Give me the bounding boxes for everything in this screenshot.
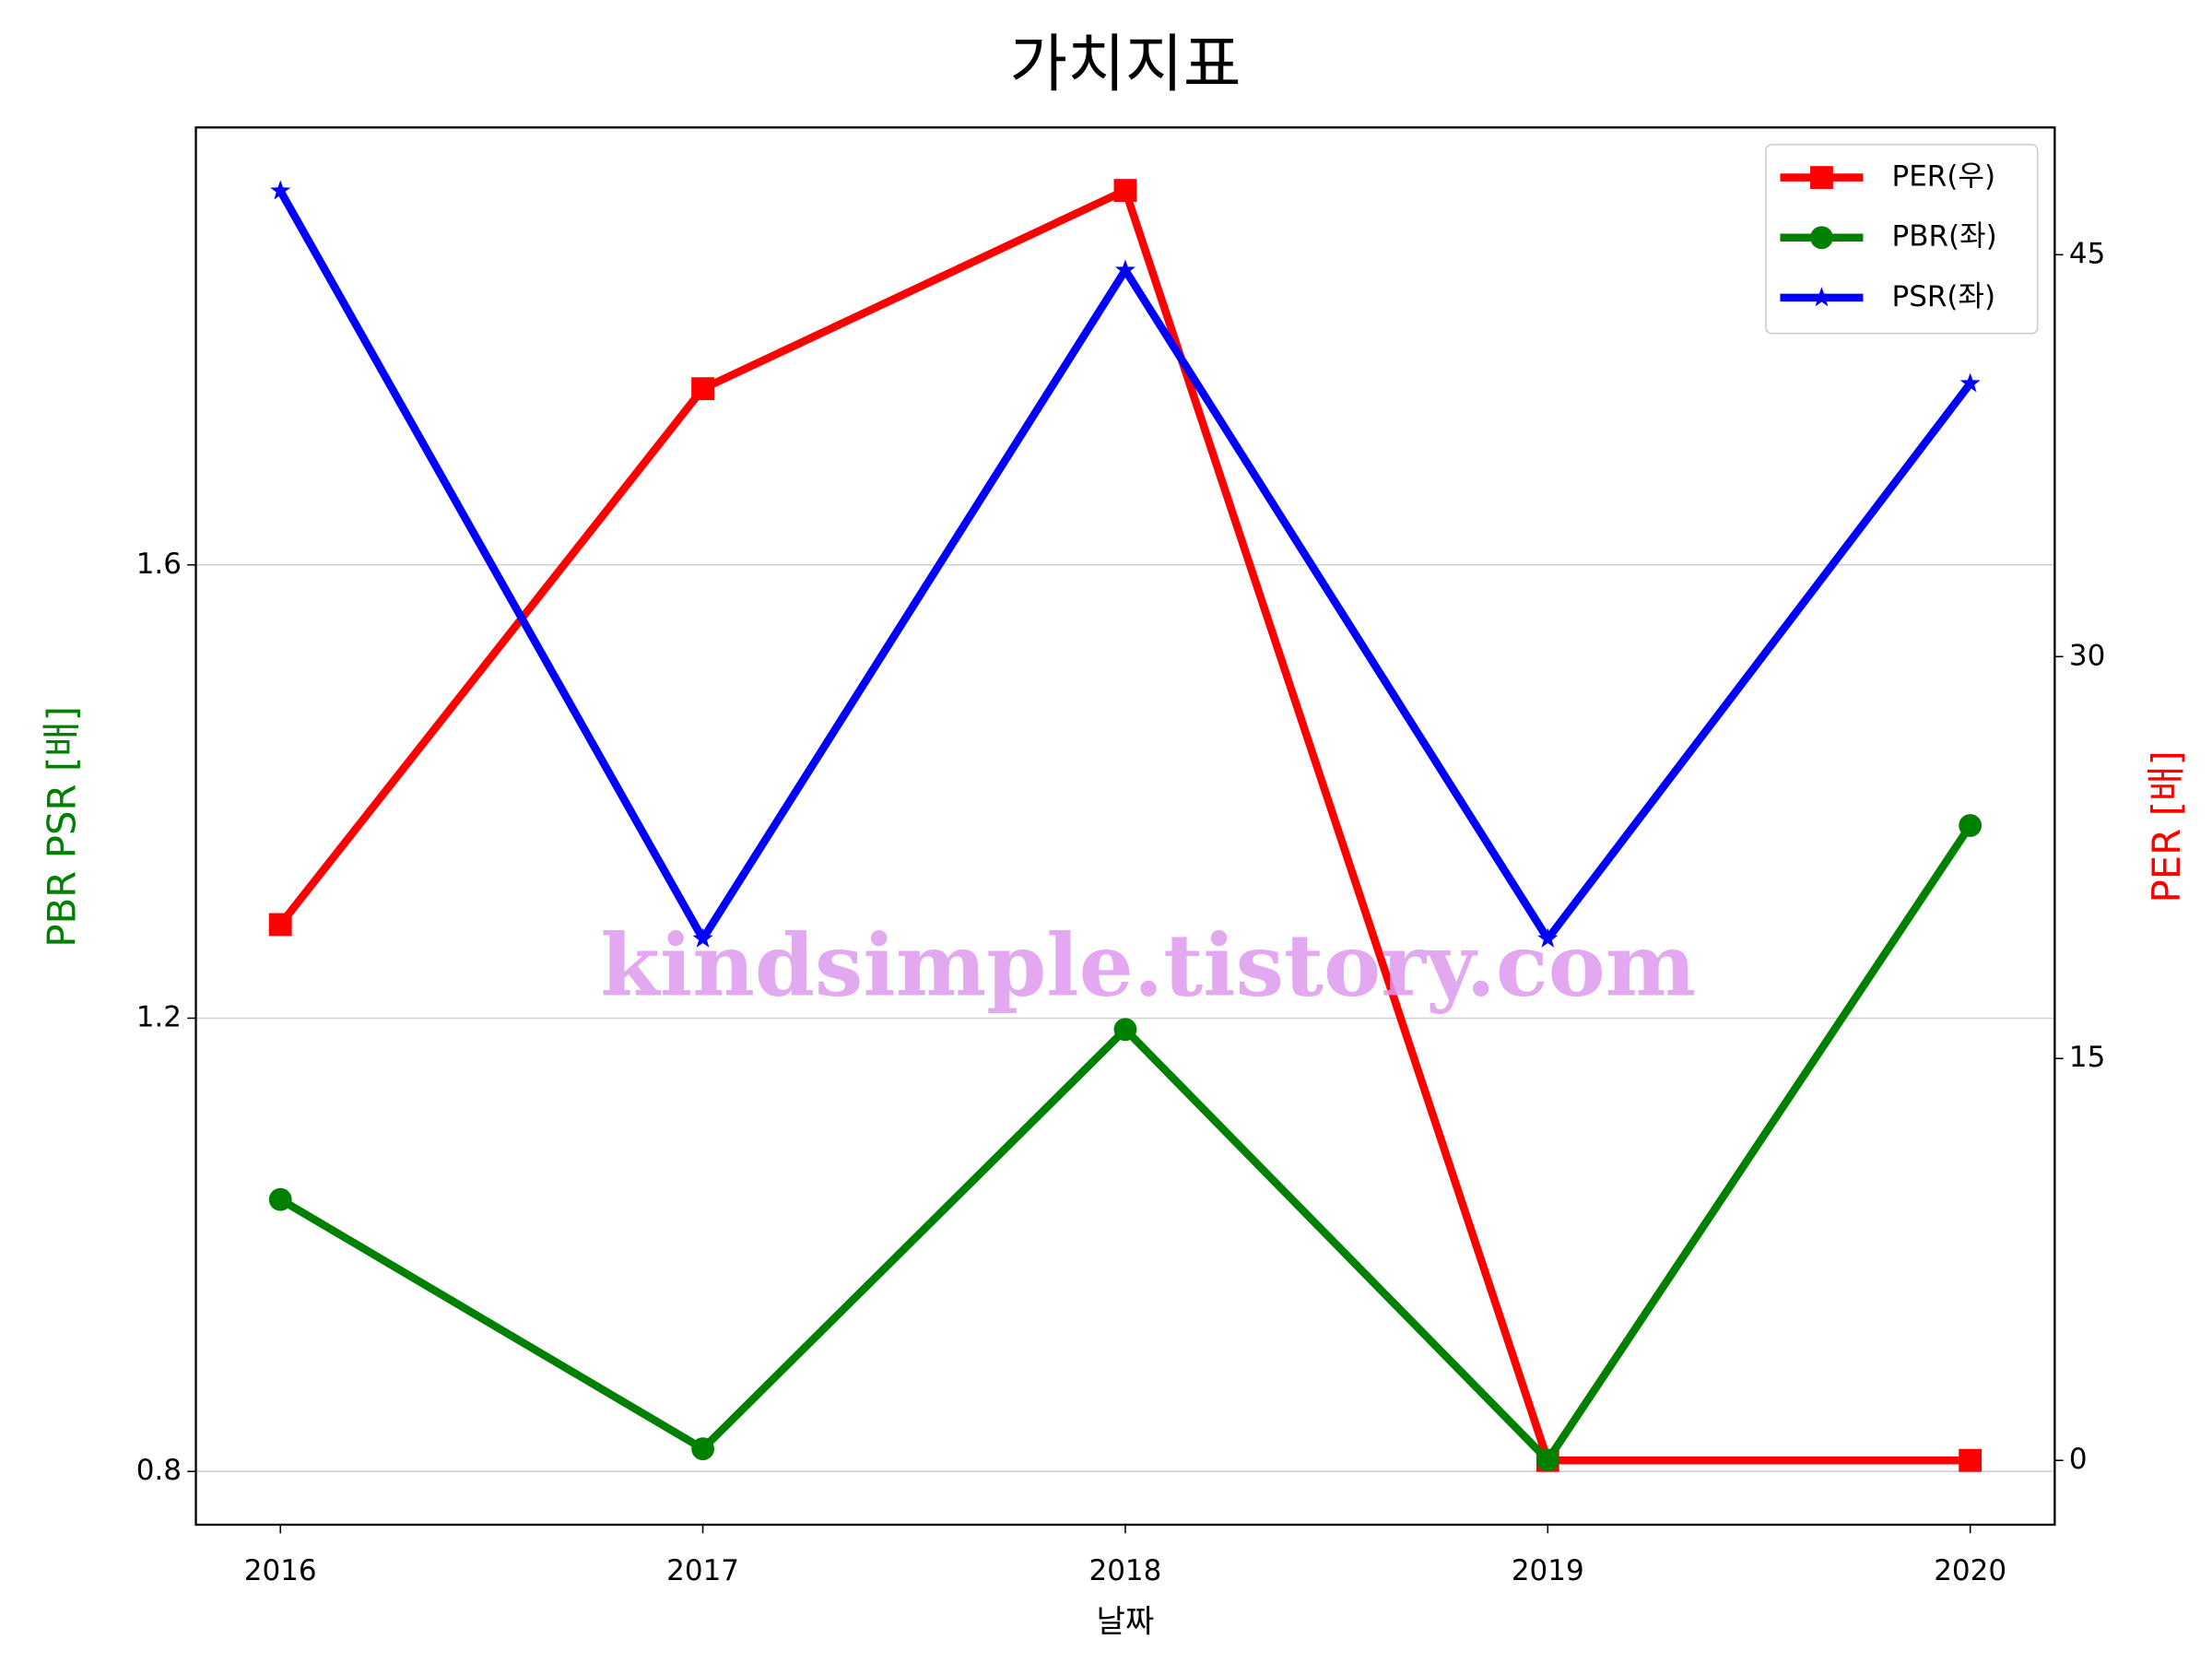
marker	[268, 1187, 292, 1211]
marker	[268, 913, 292, 937]
watermark: kindsimple.tistory.com	[600, 914, 1696, 1015]
legend-marker	[1810, 166, 1833, 189]
x-tick-label: 2020	[1934, 1554, 2006, 1587]
marker	[692, 927, 713, 948]
x-tick-label: 2018	[1088, 1554, 1161, 1587]
legend-marker	[1810, 226, 1833, 250]
marker	[1114, 259, 1135, 279]
marker	[1113, 179, 1137, 202]
marker	[1113, 1018, 1137, 1042]
y-axis-label: PBR PSR [배]	[39, 706, 84, 948]
y2-tick-label: 45	[2069, 237, 2105, 270]
chart-title: 가치지표	[1009, 29, 1241, 101]
marker	[1537, 927, 1559, 948]
legend: PER(우) PBR(좌) PSR(좌)	[1765, 144, 2039, 335]
marker	[691, 377, 714, 401]
y2-tick-label: 15	[2069, 1041, 2105, 1074]
y-tick-label: 1.6	[136, 548, 182, 581]
y-tick-label: 0.8	[136, 1454, 182, 1487]
marker	[1959, 814, 1983, 837]
marker	[1959, 372, 1981, 393]
y2-axis-label: PER [배]	[2144, 750, 2189, 902]
legend-label: PBR(좌)	[1891, 220, 1996, 254]
x-tick-label: 2017	[666, 1554, 739, 1587]
x-tick-label: 2019	[1512, 1554, 1584, 1587]
legend-marker	[1811, 287, 1832, 307]
legend-box	[1765, 144, 2039, 335]
y-tick-label: 1.2	[136, 1000, 182, 1033]
legend-label: PER(우)	[1891, 160, 1995, 194]
y2-tick-label: 30	[2069, 639, 2105, 672]
marker	[691, 1437, 714, 1461]
x-axis-label: 날짜	[1097, 1604, 1155, 1641]
legend-label: PSR(좌)	[1891, 280, 1995, 313]
x-tick-label: 2016	[244, 1554, 317, 1587]
y2-tick-label: 0	[2069, 1443, 2088, 1476]
marker	[270, 180, 291, 200]
marker	[1959, 1448, 1983, 1472]
plot-area	[268, 179, 1983, 1472]
marker	[1535, 1448, 1559, 1472]
